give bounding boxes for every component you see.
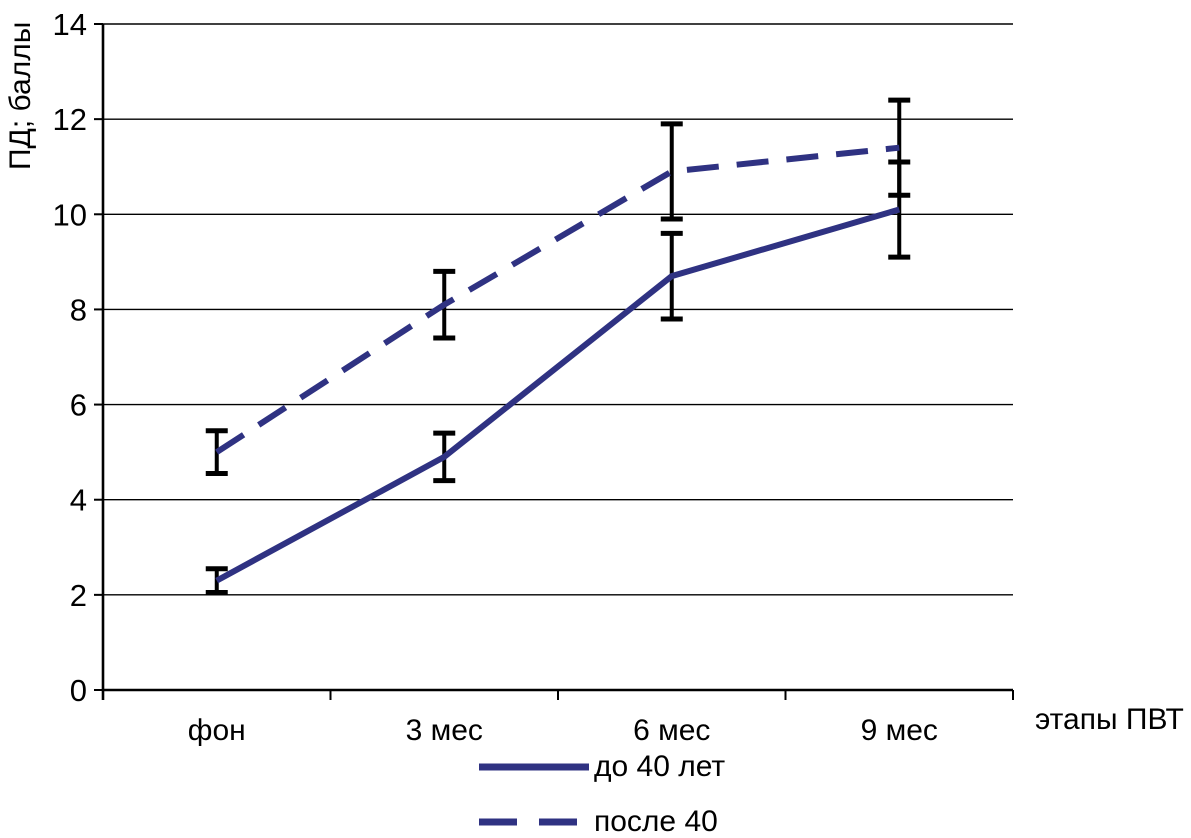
legend-item-under-40: до 40 лет: [478, 750, 725, 784]
legend-label-under-40: до 40 лет: [594, 750, 726, 783]
svg-text:3 мес: 3 мес: [406, 714, 483, 747]
svg-text:4: 4: [70, 483, 87, 518]
x-axis-title: этапы ПВТ: [1035, 703, 1184, 736]
svg-text:8: 8: [70, 292, 87, 327]
svg-text:2: 2: [70, 578, 87, 613]
svg-text:0: 0: [70, 673, 87, 708]
svg-text:14: 14: [53, 7, 87, 42]
dashed-line-swatch-icon: [479, 818, 589, 826]
svg-text:6: 6: [70, 388, 87, 423]
svg-text:фон: фон: [188, 714, 246, 747]
svg-text:12: 12: [53, 102, 87, 137]
legend-label-over-40: после 40: [594, 805, 718, 838]
svg-text:9 мес: 9 мес: [861, 714, 938, 747]
y-axis-title: ПД; баллы: [4, 21, 37, 170]
svg-text:6 мес: 6 мес: [633, 714, 710, 747]
svg-text:10: 10: [53, 197, 87, 232]
legend-item-over-40: после 40: [478, 805, 725, 838]
chart-legend: до 40 лет после 40: [478, 750, 725, 838]
solid-line-swatch-icon: [479, 763, 589, 771]
